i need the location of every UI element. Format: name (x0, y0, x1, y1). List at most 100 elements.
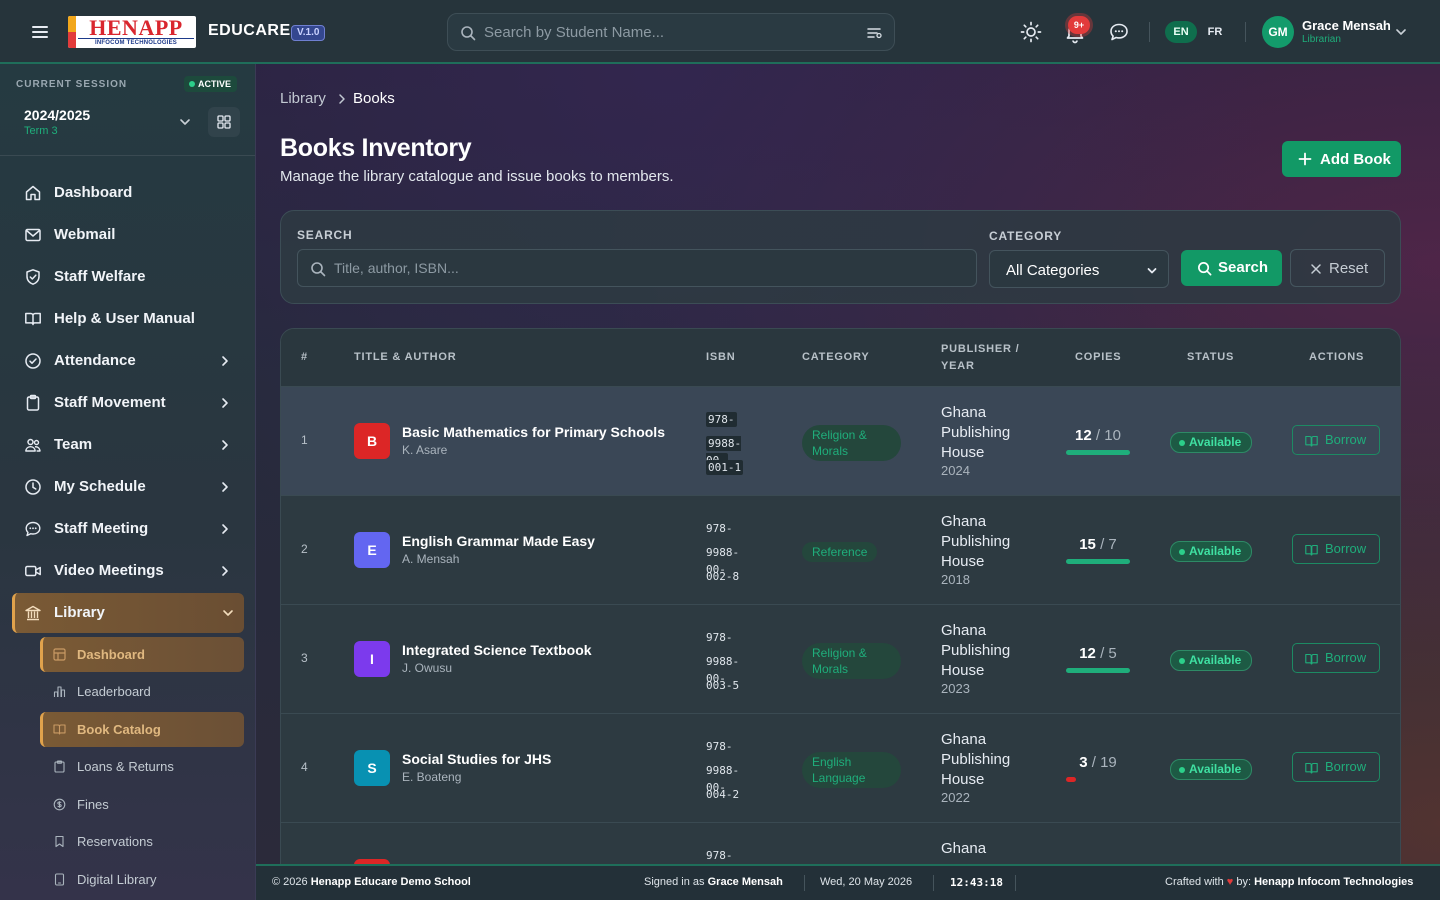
column-header-actions: ACTIONS (1309, 351, 1365, 363)
sidebar-subitem-digital-library[interactable]: Digital Library (40, 862, 244, 897)
session-chevron-down-icon[interactable] (178, 115, 192, 129)
sidebar-item-library[interactable]: Library (12, 593, 244, 633)
sidebar-subitem-reservations[interactable]: Reservations (40, 824, 244, 859)
book-search-input[interactable] (334, 250, 964, 286)
user-name[interactable]: Grace Mensah (1302, 18, 1391, 33)
book-author: K. Asare (402, 443, 448, 457)
book-isbn: 978- 9988-00- 003-5 (706, 631, 740, 692)
divider (1149, 22, 1150, 42)
user-avatar[interactable]: GM (1262, 16, 1294, 48)
menu-toggle-icon[interactable] (28, 20, 52, 44)
session-apps-button[interactable] (208, 107, 240, 137)
sidebar-item-label: Dashboard (54, 184, 133, 201)
chat-icon (25, 521, 41, 537)
borrow-button-label: Borrow (1325, 650, 1367, 665)
search-filter-icon[interactable] (866, 25, 882, 41)
row-number: 2 (301, 542, 308, 556)
table-row[interactable]: 2 E English Grammar Made Easy A. Mensah … (281, 496, 1400, 605)
app-name: EDUCARE (208, 22, 291, 39)
column-header-status: STATUS (1187, 351, 1235, 363)
session-year[interactable]: 2024/2025 (24, 107, 91, 123)
sidebar-subitem-label: Dashboard (77, 647, 145, 662)
table-row[interactable]: 3 I Integrated Science Textbook J. Owusu… (281, 605, 1400, 714)
sidebar-item-team[interactable]: Team (12, 425, 244, 465)
category-select[interactable]: All Categories (989, 250, 1169, 288)
clock-icon (25, 479, 41, 495)
status-badge: Available (1170, 432, 1252, 453)
table-row[interactable]: 978- Ghana (281, 823, 1400, 864)
grid-icon (53, 648, 66, 661)
language-en-button[interactable]: EN (1165, 21, 1197, 43)
sidebar-subitem-label: Fines (77, 797, 109, 812)
sidebar-item-webmail[interactable]: Webmail (12, 215, 244, 255)
status-badge: Available (1170, 759, 1252, 780)
column-header-publisher: PUBLISHER / (941, 343, 1020, 355)
reset-button[interactable]: Reset (1290, 249, 1385, 287)
session-status-badge: ACTIVE (184, 76, 238, 92)
language-fr-button[interactable]: FR (1207, 26, 1223, 38)
table-row[interactable]: 1 B Basic Mathematics for Primary School… (281, 387, 1400, 496)
borrow-button[interactable]: Borrow (1292, 752, 1380, 782)
page-subtitle: Manage the library catalogue and issue b… (280, 168, 674, 185)
sidebar-subitem-loans-returns[interactable]: Loans & Returns (40, 749, 244, 784)
sidebar-item-dashboard[interactable]: Dashboard (12, 173, 244, 213)
video-icon (25, 565, 41, 577)
reset-button-label: Reset (1329, 260, 1369, 277)
sidebar-subitem-book-catalog[interactable]: Book Catalog (40, 712, 244, 747)
book-title[interactable]: Basic Mathematics for Primary Schools (402, 424, 665, 440)
copies-availability-bar (1066, 668, 1130, 673)
sidebar-subitem-library-dashboard[interactable]: Dashboard (40, 637, 244, 672)
logo-subtitle: INFOCOM TECHNOLOGIES (78, 38, 194, 47)
footer-company-link[interactable]: Henapp Infocom Technologies (1254, 876, 1414, 888)
copies-count: 3 / 19 (1079, 754, 1117, 771)
status-badge: Available (1170, 541, 1252, 562)
publish-year: 2022 (941, 790, 970, 805)
breadcrumb-library-link[interactable]: Library (280, 90, 326, 107)
mail-icon (25, 228, 41, 242)
bar-chart-icon (53, 686, 66, 697)
divider (1245, 22, 1246, 42)
borrow-button[interactable]: Borrow (1292, 643, 1380, 673)
chevron-down-icon (223, 610, 233, 616)
logo-wordmark: HENAPP (89, 16, 183, 40)
book-title[interactable]: Social Studies for JHS (402, 751, 552, 767)
coin-icon (53, 798, 66, 811)
chevron-down-icon (1147, 268, 1157, 274)
sidebar-subitem-fines[interactable]: Fines (40, 787, 244, 822)
borrow-button[interactable]: Borrow (1292, 425, 1380, 455)
copies-count: 12 / 10 (1075, 427, 1121, 444)
sidebar-item-staff-movement[interactable]: Staff Movement (12, 383, 244, 423)
publisher: Ghana (941, 840, 987, 857)
footer: © 2026 Henapp Educare Demo School Signed… (256, 864, 1440, 900)
sidebar-item-label: Help & User Manual (54, 310, 195, 327)
borrow-button[interactable]: Borrow (1292, 534, 1380, 564)
sidebar-item-staff-meeting[interactable]: Staff Meeting (12, 509, 244, 549)
book-icon (53, 724, 66, 735)
sidebar-item-attendance[interactable]: Attendance (12, 341, 244, 381)
sidebar-item-help-user-manual[interactable]: Help & User Manual (12, 299, 244, 339)
search-button[interactable]: Search (1181, 250, 1282, 286)
table-row[interactable]: 4 S Social Studies for JHS E. Boateng 97… (281, 714, 1400, 823)
add-book-button[interactable]: Add Book (1282, 141, 1401, 177)
sidebar-item-my-schedule[interactable]: My Schedule (12, 467, 244, 507)
sidebar-item-video-meetings[interactable]: Video Meetings (12, 551, 244, 591)
copies-count: 15 / 7 (1079, 536, 1117, 553)
sidebar-item-label: Staff Movement (54, 394, 166, 411)
sidebar-item-staff-welfare[interactable]: Staff Welfare (12, 257, 244, 297)
student-search-input[interactable] (484, 14, 854, 50)
book-title[interactable]: English Grammar Made Easy (402, 533, 595, 549)
book-open-icon (1305, 653, 1318, 665)
column-header-title-author: TITLE & AUTHOR (354, 351, 457, 363)
session-panel: CURRENT SESSION ACTIVE 2024/2025 Term 3 (0, 64, 255, 156)
theme-toggle-sun-icon[interactable] (1019, 20, 1043, 44)
copies-availability-bar (1066, 450, 1130, 455)
messages-chat-icon[interactable] (1107, 20, 1131, 44)
book-title[interactable]: Integrated Science Textbook (402, 642, 592, 658)
footer-copyright: © 2026 Henapp Educare Demo School (272, 876, 471, 888)
add-book-label: Add Book (1320, 151, 1391, 168)
company-logo[interactable]: HENAPP INFOCOM TECHNOLOGIES (68, 16, 196, 48)
book-initial-avatar (354, 859, 390, 864)
user-menu-chevron-down-icon[interactable] (1394, 25, 1408, 39)
column-header-category: CATEGORY (802, 351, 870, 363)
sidebar-subitem-leaderboard[interactable]: Leaderboard (40, 674, 244, 709)
